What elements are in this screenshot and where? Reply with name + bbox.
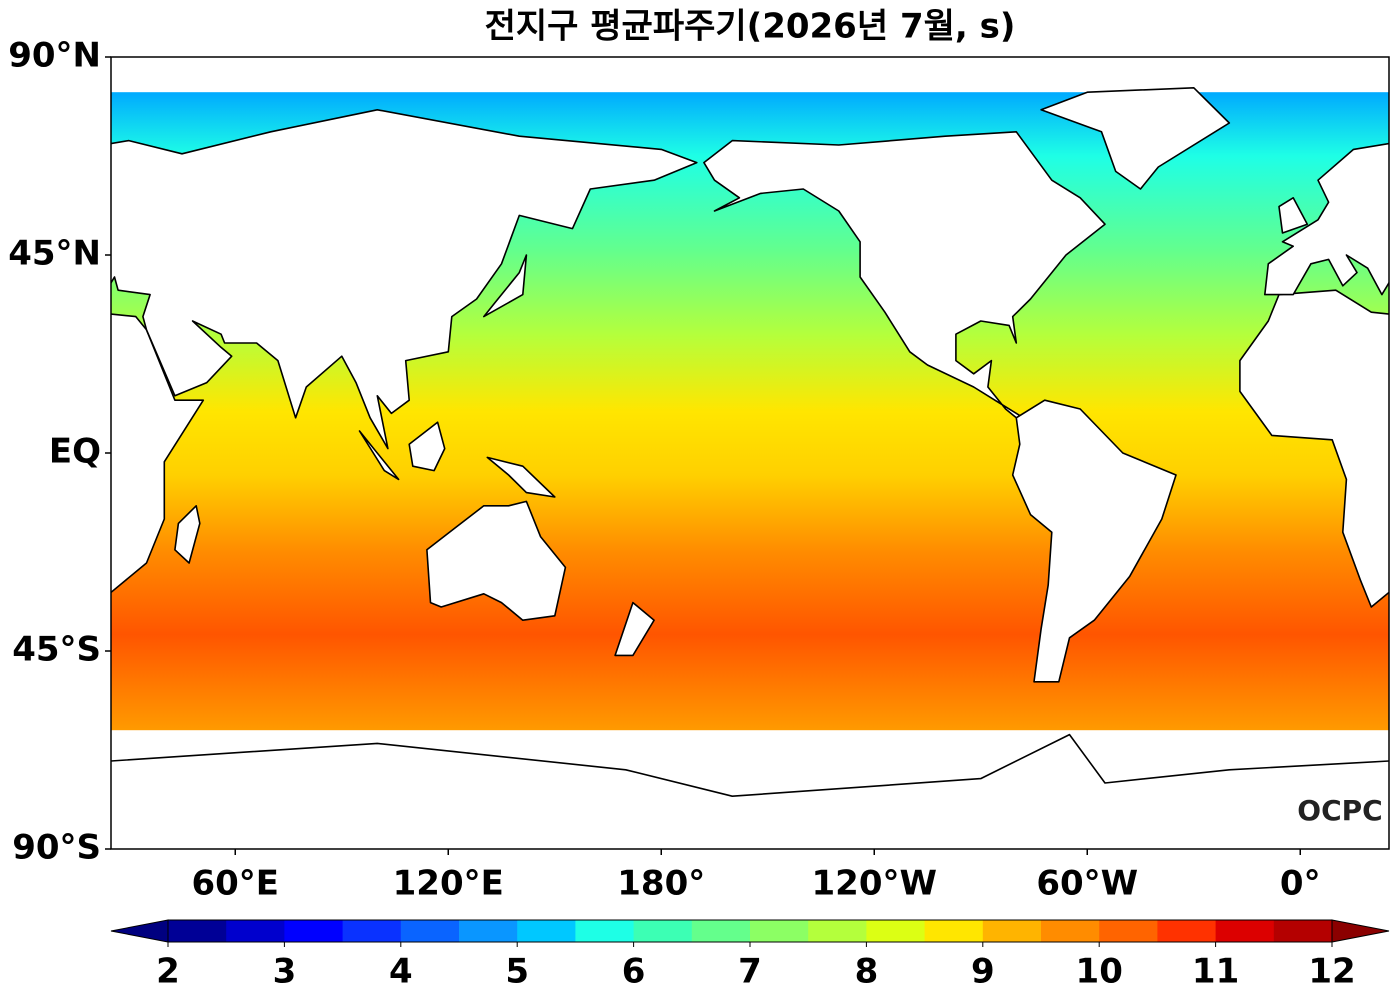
britain: [1278, 197, 1309, 234]
colorbar-bin: [342, 920, 402, 942]
colorbar-bin: [1099, 920, 1158, 942]
colorbar-bin: [575, 920, 635, 942]
colorbar-bin: [924, 920, 984, 942]
y-tick-label: 90°S: [12, 828, 101, 868]
colorbar-tick-label: 4: [389, 952, 413, 992]
map-title: 전지구 평균파주기(2026년 7월, s): [485, 7, 1016, 47]
colorbar-bin: [168, 920, 227, 942]
x-tick-label: 180°: [617, 864, 705, 904]
colorbar-bin: [750, 920, 809, 942]
australia: [426, 500, 567, 621]
colorbar-bin: [517, 920, 576, 942]
colorbar-tick-label: 9: [971, 952, 995, 992]
colorbar-tick-label: 11: [1192, 952, 1239, 992]
colorbar-bin: [982, 920, 1042, 942]
colorbar-under: [110, 919, 169, 943]
new-zealand: [614, 601, 655, 657]
x-tick-label: 60°E: [191, 864, 279, 904]
south-america: [1011, 399, 1177, 683]
colorbar-bin: [691, 920, 751, 942]
colorbar-tick-label: 7: [738, 952, 762, 992]
colorbar-bin: [459, 920, 518, 942]
colorbar-bin: [1041, 920, 1100, 942]
y-tick-label: 90°N: [8, 36, 101, 76]
colorbar-bin: [808, 920, 867, 942]
colorbar-tick-label: 5: [505, 952, 529, 992]
colorbar-bin: [633, 920, 693, 942]
colorbar-bin: [1157, 920, 1217, 942]
y-tick-label: EQ: [49, 432, 101, 472]
madagascar: [174, 505, 201, 564]
colorbar-bin: [400, 920, 460, 942]
eurasia: [111, 109, 698, 450]
x-tick-label: 0°: [1280, 864, 1321, 904]
x-tick-label: 120°E: [393, 864, 504, 904]
colorbar-tick-label: 12: [1308, 952, 1355, 992]
sumatra: [358, 430, 400, 481]
eurasia: [1264, 142, 1389, 296]
colorbar-tick-label: 8: [855, 952, 879, 992]
colorbar-bin: [1273, 920, 1333, 942]
colorbar-tick-label: 3: [273, 952, 297, 992]
colorbar-bin: [284, 920, 344, 942]
africa: [1239, 289, 1389, 608]
colorbar-bin: [226, 920, 285, 942]
y-tick-label: 45°S: [12, 630, 101, 670]
colorbar-tick-label: 2: [156, 952, 180, 992]
logo: OCPC: [1297, 794, 1382, 827]
north-america: [703, 131, 1106, 419]
colorbar-tick-label: 10: [1076, 952, 1123, 992]
map: [1, 87, 1389, 797]
japan: [483, 254, 528, 318]
colorbar-bin: [866, 920, 926, 942]
y-tick-label: 45°N: [8, 234, 101, 274]
x-tick-label: 60°W: [1036, 864, 1138, 904]
colorbar: 2 3 4 5 6 7 8 9 10 11 12: [110, 919, 1390, 992]
colorbar-over: [1331, 919, 1390, 943]
greenland: [1040, 87, 1231, 190]
colorbar-bin: [1215, 920, 1275, 942]
new-guinea: [486, 456, 556, 498]
borneo: [408, 421, 446, 472]
antarctic-coast: [111, 733, 1389, 797]
africa: [111, 313, 205, 594]
colorbar-tick-label: 6: [622, 952, 646, 992]
x-tick-label: 120°W: [812, 864, 937, 904]
britain: [1, 198, 29, 233]
